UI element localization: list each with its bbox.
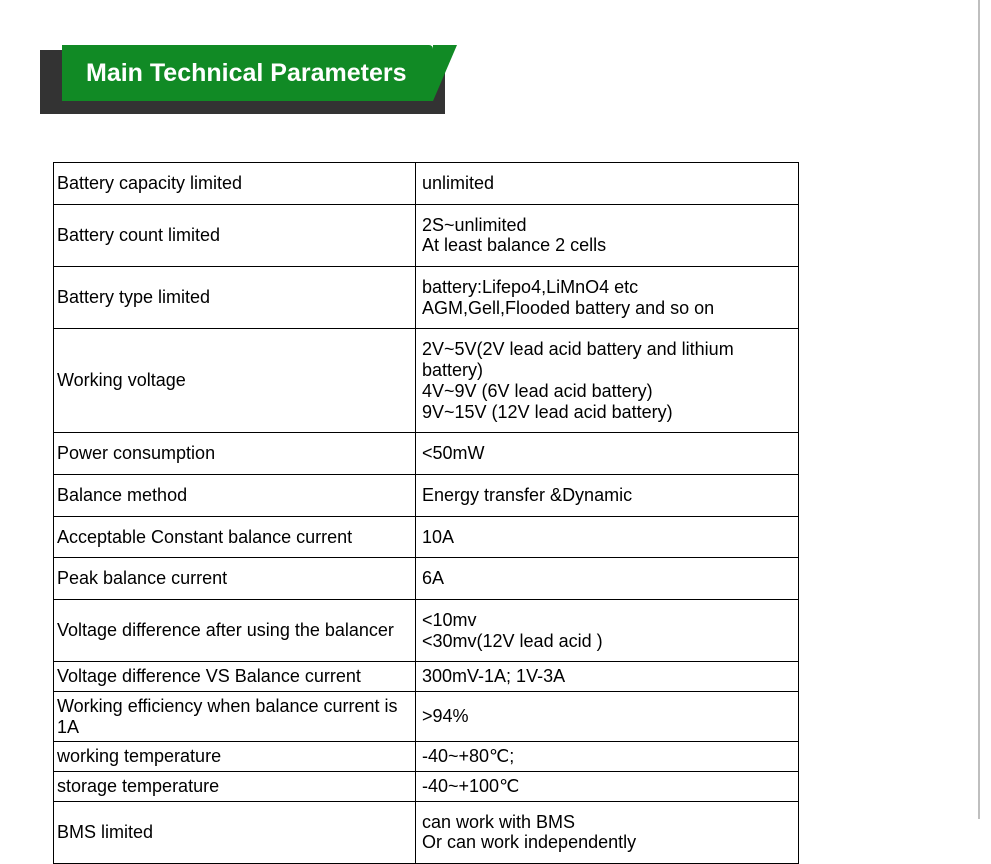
table-row: Battery count limited 2S~unlimitedAt lea… bbox=[54, 204, 799, 266]
spec-label: Voltage difference after using the balan… bbox=[54, 599, 416, 661]
spec-value: 6A bbox=[416, 558, 799, 600]
header-banner: Main Technical Parameters bbox=[40, 50, 445, 114]
spec-value: battery:Lifepo4,LiMnO4 etcAGM,Gell,Flood… bbox=[416, 267, 799, 329]
header-green-tab: Main Technical Parameters bbox=[62, 45, 433, 101]
table-row: Power consumption <50mW bbox=[54, 433, 799, 475]
spec-label: Working voltage bbox=[54, 329, 416, 433]
table-row: Voltage difference after using the balan… bbox=[54, 599, 799, 661]
spec-label: BMS limited bbox=[54, 801, 416, 863]
spec-label: storage temperature bbox=[54, 772, 416, 802]
spec-table-body: Battery capacity limited unlimited Batte… bbox=[54, 163, 799, 864]
table-row: Balance method Energy transfer &Dynamic bbox=[54, 474, 799, 516]
spec-value: 2V~5V(2V lead acid battery and lithium b… bbox=[416, 329, 799, 433]
table-row: Working voltage 2V~5V(2V lead acid batte… bbox=[54, 329, 799, 433]
table-row: working temperature -40~+80℃; bbox=[54, 742, 799, 772]
table-row: Voltage difference VS Balance current 30… bbox=[54, 662, 799, 692]
spec-value: -40~+80℃; bbox=[416, 742, 799, 772]
table-row: Battery type limited battery:Lifepo4,LiM… bbox=[54, 267, 799, 329]
spec-value: <10mv<30mv(12V lead acid ) bbox=[416, 599, 799, 661]
table-row: Peak balance current 6A bbox=[54, 558, 799, 600]
spec-value: can work with BMSOr can work independent… bbox=[416, 801, 799, 863]
spec-value: 10A bbox=[416, 516, 799, 558]
page-title: Main Technical Parameters bbox=[86, 59, 407, 88]
table-row: BMS limited can work with BMSOr can work… bbox=[54, 801, 799, 863]
spec-label: Battery type limited bbox=[54, 267, 416, 329]
spec-table: Battery capacity limited unlimited Batte… bbox=[53, 162, 799, 864]
spec-label: Voltage difference VS Balance current bbox=[54, 662, 416, 692]
table-row: storage temperature -40~+100℃ bbox=[54, 772, 799, 802]
spec-label: Battery count limited bbox=[54, 204, 416, 266]
spec-label: Working efficiency when balance current … bbox=[54, 692, 416, 742]
spec-value: Energy transfer &Dynamic bbox=[416, 474, 799, 516]
spec-value: >94% bbox=[416, 692, 799, 742]
spec-label: Battery capacity limited bbox=[54, 163, 416, 205]
spec-label: Power consumption bbox=[54, 433, 416, 475]
spec-label: working temperature bbox=[54, 742, 416, 772]
table-row: Working efficiency when balance current … bbox=[54, 692, 799, 742]
spec-table-wrap: Battery capacity limited unlimited Batte… bbox=[53, 162, 798, 864]
spec-label: Acceptable Constant balance current bbox=[54, 516, 416, 558]
table-row: Battery capacity limited unlimited bbox=[54, 163, 799, 205]
spec-label: Peak balance current bbox=[54, 558, 416, 600]
spec-label: Balance method bbox=[54, 474, 416, 516]
page-container: Main Technical Parameters Battery capaci… bbox=[0, 0, 980, 819]
spec-value: <50mW bbox=[416, 433, 799, 475]
table-row: Acceptable Constant balance current 10A bbox=[54, 516, 799, 558]
spec-value: -40~+100℃ bbox=[416, 772, 799, 802]
spec-value: 300mV-1A; 1V-3A bbox=[416, 662, 799, 692]
spec-value: unlimited bbox=[416, 163, 799, 205]
spec-value: 2S~unlimitedAt least balance 2 cells bbox=[416, 204, 799, 266]
